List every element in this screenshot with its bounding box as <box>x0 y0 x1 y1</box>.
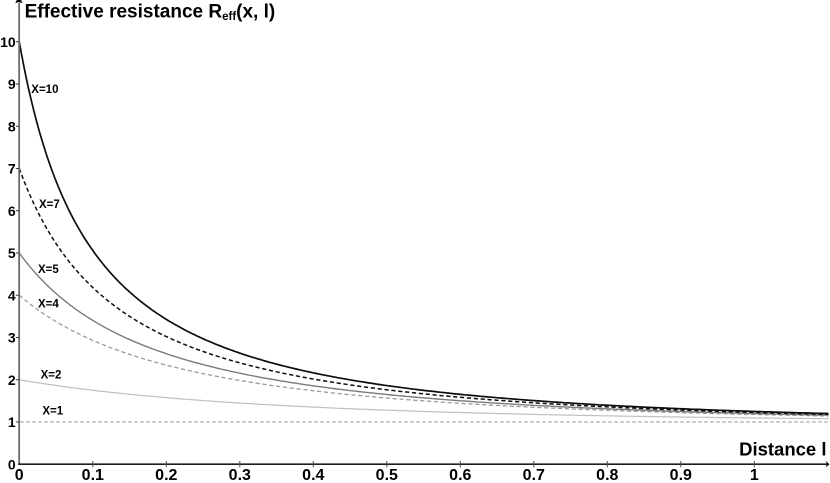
svg-text:2: 2 <box>8 372 16 388</box>
svg-text:X=10: X=10 <box>31 84 58 96</box>
svg-text:0.1: 0.1 <box>82 467 104 483</box>
svg-text:8: 8 <box>8 118 16 134</box>
svg-text:0.2: 0.2 <box>155 467 177 483</box>
svg-text:X=2: X=2 <box>41 370 62 382</box>
svg-text:X=4: X=4 <box>38 299 59 311</box>
svg-text:1: 1 <box>8 414 16 430</box>
svg-text:0: 0 <box>15 467 24 483</box>
svg-text:X=7: X=7 <box>39 199 60 211</box>
svg-text:0.6: 0.6 <box>449 467 471 483</box>
svg-text:0.7: 0.7 <box>523 467 545 483</box>
svg-text:X=1: X=1 <box>42 406 63 418</box>
svg-text:6: 6 <box>8 203 16 219</box>
svg-text:3: 3 <box>8 330 16 346</box>
svg-text:1: 1 <box>750 467 759 483</box>
svg-text:Effective resistance Reff(x, l: Effective resistance Reff(x, l) <box>25 1 276 23</box>
svg-text:9: 9 <box>8 76 16 92</box>
svg-text:X=5: X=5 <box>38 264 59 276</box>
svg-text:0.5: 0.5 <box>376 467 398 483</box>
svg-text:5: 5 <box>8 245 16 261</box>
svg-text:10: 10 <box>0 34 16 50</box>
svg-text:4: 4 <box>8 287 16 303</box>
svg-text:7: 7 <box>8 161 16 177</box>
svg-text:0.8: 0.8 <box>596 467 618 483</box>
svg-text:0.4: 0.4 <box>302 467 324 483</box>
svg-text:0.9: 0.9 <box>670 467 692 483</box>
svg-text:0: 0 <box>8 456 16 472</box>
svg-text:Distance l: Distance l <box>739 439 826 460</box>
svg-text:0.3: 0.3 <box>229 467 251 483</box>
